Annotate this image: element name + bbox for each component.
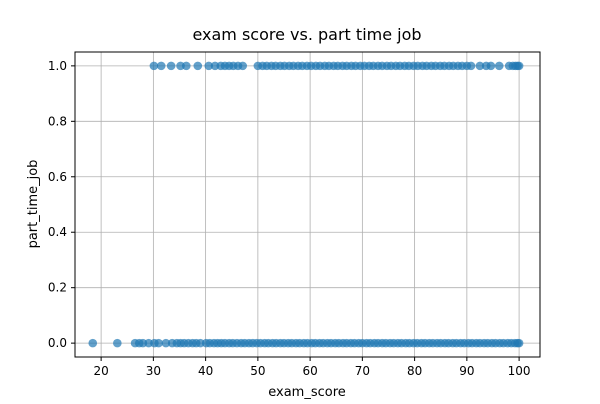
y-tick-label: 0.2 xyxy=(48,281,67,295)
data-point xyxy=(166,61,176,71)
data-point xyxy=(494,61,504,71)
y-tick-label: 1.0 xyxy=(48,59,67,73)
data-point xyxy=(161,338,171,348)
x-tick-label: 90 xyxy=(459,364,474,378)
data-point xyxy=(193,61,203,71)
y-axis-label: part_time_job xyxy=(26,160,41,249)
plot-frame xyxy=(74,51,541,358)
x-tick-label: 80 xyxy=(407,364,422,378)
y-tick-label: 0.4 xyxy=(48,225,67,239)
chart-title: exam score vs. part time job xyxy=(192,25,421,44)
data-points xyxy=(88,61,524,348)
data-point xyxy=(181,61,191,71)
x-tick-label: 100 xyxy=(508,364,531,378)
y-tick-label: 0.0 xyxy=(48,336,67,350)
y-tick-label: 0.6 xyxy=(48,170,67,184)
x-tick-label: 20 xyxy=(93,364,108,378)
x-tick-label: 60 xyxy=(302,364,317,378)
x-tick-label: 50 xyxy=(250,364,265,378)
data-point xyxy=(486,61,496,71)
y-tick-label: 0.8 xyxy=(48,114,67,128)
data-point xyxy=(514,61,524,71)
x-tick-label: 40 xyxy=(198,364,213,378)
data-point xyxy=(154,338,163,348)
x-axis-ticks: 20 30 40 50 60 70 80 90 100 xyxy=(93,357,531,378)
x-tick-label: 70 xyxy=(355,364,370,378)
data-point xyxy=(204,61,214,71)
data-point xyxy=(475,61,485,71)
x-axis-label: exam_score xyxy=(268,385,346,400)
x-tick-label: 30 xyxy=(146,364,161,378)
data-point xyxy=(514,338,524,348)
data-point xyxy=(88,338,98,348)
data-point xyxy=(149,61,159,71)
data-point xyxy=(113,338,122,348)
data-point xyxy=(466,61,476,71)
data-point xyxy=(156,61,166,71)
data-point xyxy=(238,61,248,71)
y-axis-ticks: 0.0 0.2 0.4 0.6 0.8 1.0 xyxy=(48,59,75,350)
